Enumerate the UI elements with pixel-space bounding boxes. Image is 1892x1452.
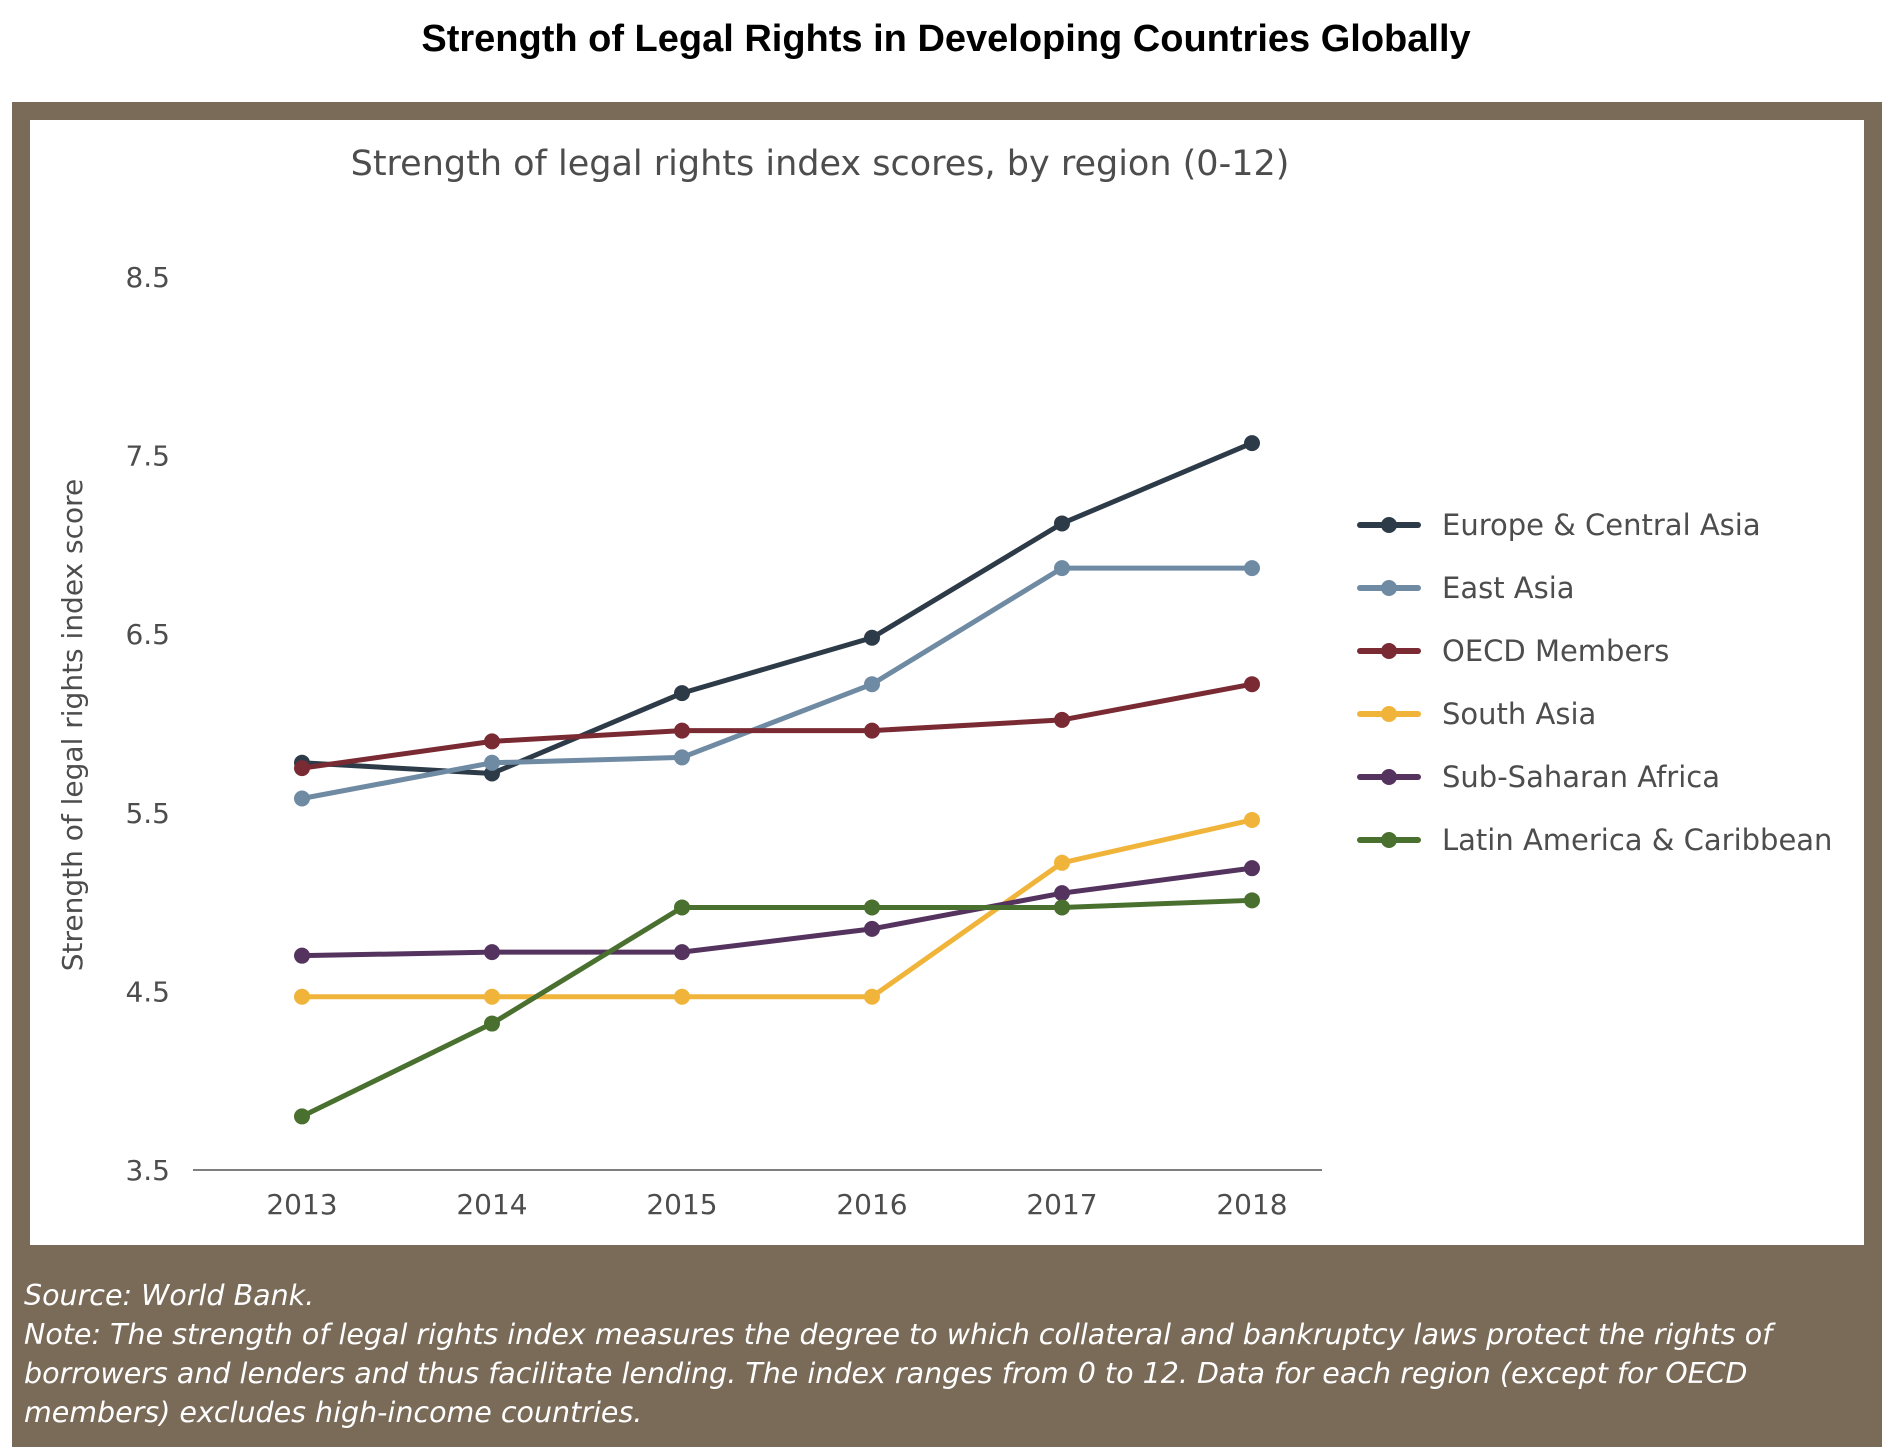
data-point-east-asia [484, 754, 500, 771]
explanatory-note: Note: The strength of legal rights index… [24, 1318, 1773, 1429]
chart-title: Strength of legal rights index scores, b… [351, 144, 1290, 184]
data-point-east-asia [1244, 560, 1260, 577]
data-point-sub-saharan-africa [1054, 885, 1070, 902]
data-point-south-asia [484, 988, 500, 1005]
legend-swatch-marker [1381, 580, 1397, 596]
data-point-east-asia [864, 676, 880, 693]
data-point-latin-america-caribbean [484, 1015, 500, 1032]
y-tick-label: 4.5 [125, 975, 170, 1008]
x-tick-label: 2015 [646, 1188, 717, 1221]
data-point-latin-america-caribbean [864, 899, 880, 916]
legend-swatch-marker [1381, 517, 1397, 533]
y-axis-label: Strength of legal rights index score [56, 479, 89, 972]
data-point-latin-america-caribbean [1244, 892, 1260, 909]
legend-label: Europe & Central Asia [1442, 508, 1761, 542]
data-point-east-asia [294, 790, 310, 807]
series-line-latin-america-caribbean [299, 897, 1255, 1119]
y-tick-label: 5.5 [125, 797, 170, 830]
data-point-sub-saharan-africa [294, 947, 310, 964]
data-point-oecd-members [1244, 676, 1260, 693]
series-line-europe-central-asia [299, 440, 1255, 777]
series-line-south-asia [299, 817, 1255, 1000]
data-point-europe-central-asia [674, 685, 690, 702]
data-point-sub-saharan-africa [864, 920, 880, 937]
data-point-europe-central-asia [1244, 435, 1260, 452]
data-point-south-asia [1054, 854, 1070, 871]
legend: Europe & Central Asia East Asia OECD Membe… [1357, 508, 1832, 857]
series-line-sub-saharan-africa [299, 865, 1255, 959]
data-point-oecd-members [294, 760, 310, 777]
legend-label: East Asia [1442, 571, 1575, 605]
data-point-south-asia [864, 988, 880, 1005]
data-point-south-asia [674, 988, 690, 1005]
data-point-oecd-members [674, 722, 690, 739]
x-tick-labels: 2013 2014 2015 2016 2017 2018 [266, 1188, 1287, 1221]
data-point-sub-saharan-africa [1244, 860, 1260, 877]
y-tick-labels: 3.5 4.5 5.5 6.5 7.5 8.5 [125, 261, 170, 1187]
y-tick-label: 6.5 [125, 618, 170, 651]
data-point-oecd-members [1054, 711, 1070, 728]
data-point-south-asia [294, 988, 310, 1005]
data-point-latin-america-caribbean [674, 899, 690, 916]
legend-label: Sub-Saharan Africa [1442, 760, 1720, 794]
legend-label: OECD Members [1442, 634, 1669, 668]
x-tick-label: 2014 [456, 1188, 527, 1221]
page-title: Strength of Legal Rights in Developing C… [421, 18, 1471, 60]
chart-panel [30, 120, 1864, 1245]
data-point-sub-saharan-africa [674, 944, 690, 961]
x-tick-label: 2018 [1216, 1188, 1287, 1221]
series-layer [294, 435, 1260, 1125]
legend-swatch-marker [1381, 643, 1397, 659]
legend-label: South Asia [1442, 697, 1596, 731]
legend-label: Latin America & Caribbean [1442, 823, 1832, 857]
legend-swatch-marker [1381, 832, 1397, 848]
data-point-europe-central-asia [1054, 515, 1070, 532]
y-tick-label: 7.5 [125, 440, 170, 473]
data-point-east-asia [1054, 560, 1070, 577]
data-point-east-asia [674, 749, 690, 766]
data-point-latin-america-caribbean [1054, 899, 1070, 916]
source-note: Source: World Bank. [24, 1279, 315, 1312]
x-tick-label: 2016 [836, 1188, 907, 1221]
series-line-east-asia [299, 565, 1255, 802]
data-point-sub-saharan-africa [484, 944, 500, 961]
x-tick-label: 2013 [266, 1188, 337, 1221]
data-point-south-asia [1244, 811, 1260, 828]
y-tick-label: 8.5 [125, 261, 170, 294]
data-point-latin-america-caribbean [294, 1108, 310, 1125]
footer-notes: Source: World Bank. Note: The strength o… [24, 1276, 1864, 1432]
data-point-europe-central-asia [864, 629, 880, 646]
legend-swatch-marker [1381, 769, 1397, 785]
data-point-oecd-members [484, 733, 500, 750]
legend-swatch-marker [1381, 706, 1397, 722]
y-tick-label: 3.5 [125, 1154, 170, 1187]
data-point-oecd-members [864, 722, 880, 739]
x-tick-label: 2017 [1026, 1188, 1097, 1221]
series-line-oecd-members [299, 681, 1255, 771]
